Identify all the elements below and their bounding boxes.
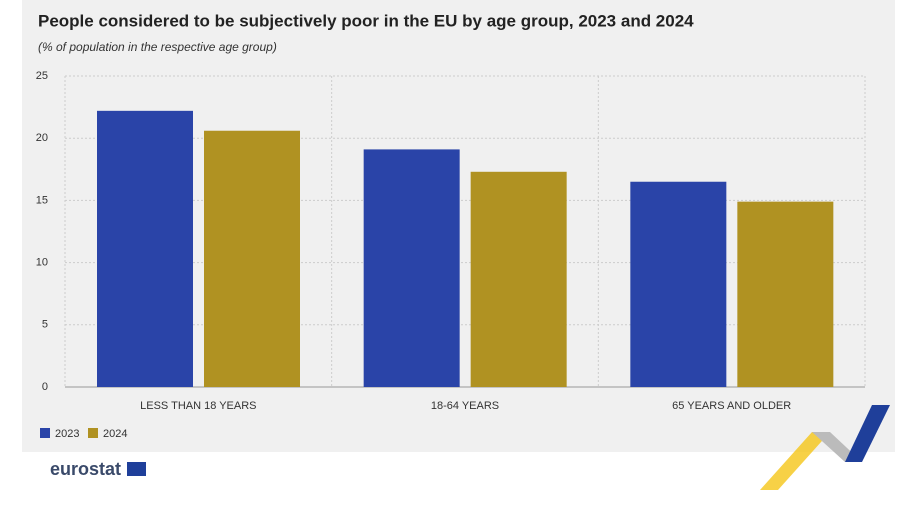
- decor-chevron: [845, 405, 890, 462]
- bar: [737, 201, 834, 387]
- chart-title: People considered to be subjectively poo…: [38, 11, 694, 30]
- y-tick-label: 20: [36, 132, 48, 144]
- y-tick-label: 0: [42, 381, 48, 393]
- bar: [363, 149, 460, 387]
- legend-swatch: [40, 428, 50, 438]
- bar: [470, 171, 567, 387]
- eu-flag: [127, 462, 146, 476]
- legend-label: 2023: [55, 428, 79, 440]
- y-tick-label: 10: [36, 257, 48, 269]
- legend-label: 2024: [103, 428, 127, 440]
- logo-text: eurostat: [50, 459, 121, 479]
- bar: [204, 130, 300, 387]
- x-tick-label: 18-64 YEARS: [431, 400, 499, 412]
- bar: [97, 110, 193, 387]
- y-tick-label: 5: [42, 319, 48, 331]
- y-tick-label: 15: [36, 194, 48, 206]
- y-tick-label: 25: [36, 70, 48, 82]
- x-tick-label: LESS THAN 18 YEARS: [140, 400, 256, 412]
- x-tick-label: 65 YEARS AND OLDER: [672, 400, 791, 412]
- bar: [630, 181, 727, 387]
- chart-subtitle: (% of population in the respective age g…: [38, 40, 277, 54]
- decor-chevron: [760, 432, 830, 490]
- legend-swatch: [88, 428, 98, 438]
